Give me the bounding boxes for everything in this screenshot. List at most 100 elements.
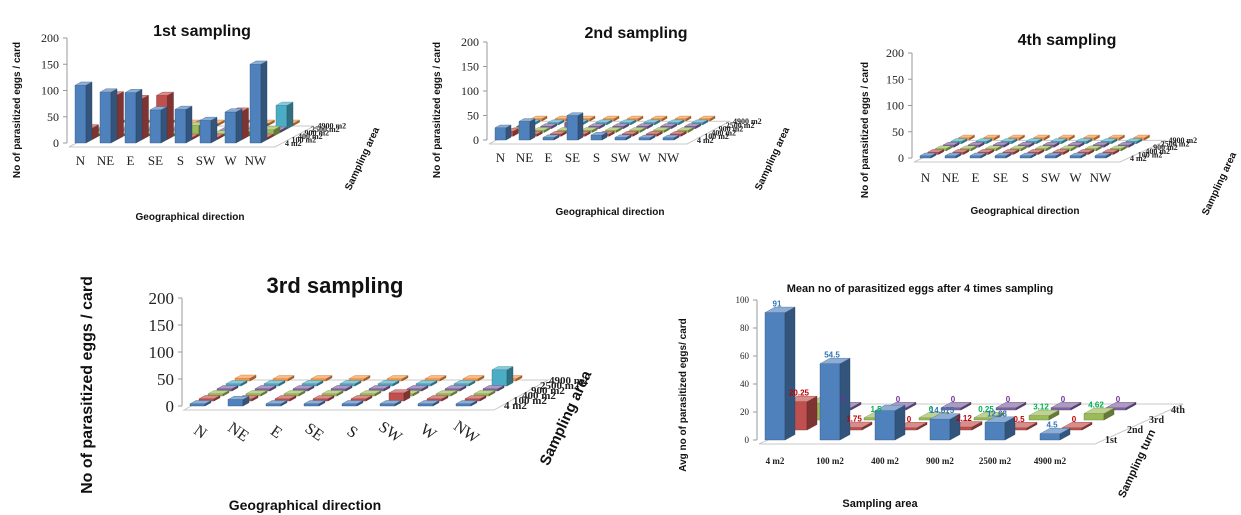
- data-label: 0: [929, 405, 934, 414]
- data-label: 0: [951, 395, 956, 404]
- bar: [74, 81, 93, 144]
- x-category-label: N: [190, 422, 210, 443]
- depth-axis-label: 4900 m2: [733, 117, 762, 126]
- data-label: 20.25: [789, 389, 810, 398]
- y-tick-label: 0: [745, 435, 750, 445]
- x-category-label: SE: [993, 170, 1008, 185]
- chart-title: 2nd sampling: [584, 25, 687, 42]
- x-category-label: W: [417, 421, 440, 444]
- data-label: 0: [1006, 395, 1011, 404]
- x-category-label: SW: [1041, 170, 1061, 185]
- x-category-label: S: [1022, 170, 1029, 185]
- data-label: 0: [907, 415, 912, 424]
- x-category-label: S: [593, 150, 600, 165]
- bar: [189, 400, 212, 407]
- bar: [174, 105, 193, 144]
- depth-axis-label: 4th: [1171, 405, 1185, 416]
- bar: [149, 106, 168, 144]
- data-label: 0: [1061, 395, 1066, 404]
- depth-axis-title: Sampling turn: [1116, 427, 1158, 499]
- data-label: 0: [896, 395, 901, 404]
- x-category-label: W: [224, 153, 237, 168]
- x-category-label: 4900 m2: [1034, 456, 1067, 466]
- x-category-label: NW: [658, 150, 680, 165]
- x-category-label: SW: [196, 153, 216, 168]
- depth-axis-label: 4900 m2: [318, 122, 347, 131]
- bar: [614, 134, 632, 141]
- bar: [254, 385, 277, 392]
- bar: [1050, 401, 1082, 411]
- data-label: 14.875: [930, 406, 955, 415]
- y-tick-label: 50: [157, 370, 174, 389]
- depth-axis-title: Sampling area: [1200, 150, 1239, 217]
- bar: [473, 390, 496, 397]
- x-category-label: NW: [1090, 170, 1112, 185]
- depth-axis-label: 900 m2: [531, 385, 565, 397]
- x-axis-title: Geographical direction: [556, 207, 665, 218]
- depth-axis-label: 400 m2: [522, 390, 556, 402]
- y-tick-label: 50: [467, 109, 479, 123]
- bar: [339, 380, 362, 387]
- chart-5: 0 20 40 60 80 100: [736, 295, 1184, 445]
- bar: [359, 390, 382, 397]
- y-tick-label: 150: [41, 57, 59, 71]
- x-category-label: E: [545, 150, 553, 165]
- x-category-label: E: [972, 170, 980, 185]
- y-tick-label: 100: [461, 84, 479, 98]
- x-category-label: NE: [97, 153, 114, 168]
- depth-axis-label: 2nd: [1127, 425, 1144, 436]
- depth-axis-label: 400 m2: [1145, 147, 1170, 156]
- bar: [303, 400, 326, 407]
- x-category-label: N: [76, 153, 86, 168]
- y-tick-label: 0: [473, 133, 479, 147]
- data-label: 0: [1116, 395, 1121, 404]
- bar: [1027, 149, 1044, 155]
- bar: [1067, 141, 1085, 148]
- bar: [482, 385, 505, 392]
- depth-axis-label: 3rd: [1149, 415, 1164, 426]
- bar: [245, 390, 268, 397]
- depth-axis-title: Sampling area: [753, 125, 792, 192]
- bar: [940, 401, 972, 411]
- data-label: 12.63: [987, 409, 1008, 418]
- x-category-label: 100 m2: [816, 456, 844, 466]
- depth-axis-label: 100 m2: [704, 132, 729, 141]
- bar: [263, 380, 286, 387]
- bar: [518, 118, 536, 141]
- data-label: 2.12: [956, 414, 972, 423]
- bar: [198, 395, 221, 402]
- bar: [386, 375, 409, 382]
- y-tick-label: 80: [740, 323, 750, 333]
- data-label: 0.5: [1013, 415, 1025, 424]
- bar: [124, 88, 143, 144]
- y-tick-label: 50: [47, 110, 59, 124]
- x-category-label: E: [267, 423, 285, 443]
- bar: [1105, 401, 1137, 411]
- depth-axis-label: 900 m2: [305, 129, 330, 138]
- y-tick-label: 0: [53, 136, 59, 150]
- y-tick-label: 200: [149, 289, 175, 308]
- x-axis-title: Sampling area: [842, 498, 918, 510]
- x-category-label: S: [177, 153, 184, 168]
- data-label: 3.12: [1033, 403, 1049, 412]
- bar: [99, 88, 118, 144]
- y-axis-title: No of parasitized eggs / card: [432, 42, 443, 178]
- chart-title: 3rd sampling: [267, 273, 404, 298]
- bar: [424, 375, 447, 382]
- depth-axis-label: 4900 m2: [549, 375, 589, 387]
- bar: [301, 380, 324, 387]
- chart-title: 1st sampling: [153, 23, 251, 40]
- data-label: 1.75: [846, 415, 862, 424]
- bar: [341, 400, 364, 407]
- bar: [491, 366, 514, 387]
- x-category-label: W: [638, 150, 651, 165]
- chart-3: 0 50 100 150 200: [886, 46, 1167, 165]
- depth-axis-label: 2500 m2: [726, 121, 755, 130]
- depth-axis-label: 4 m2: [697, 136, 714, 145]
- data-label: 0: [841, 395, 846, 404]
- bar: [944, 152, 962, 159]
- data-label: 1.5: [870, 405, 882, 414]
- bar: [581, 127, 598, 133]
- bar: [542, 134, 560, 141]
- depth-axis-label: 2500 m2: [540, 380, 580, 392]
